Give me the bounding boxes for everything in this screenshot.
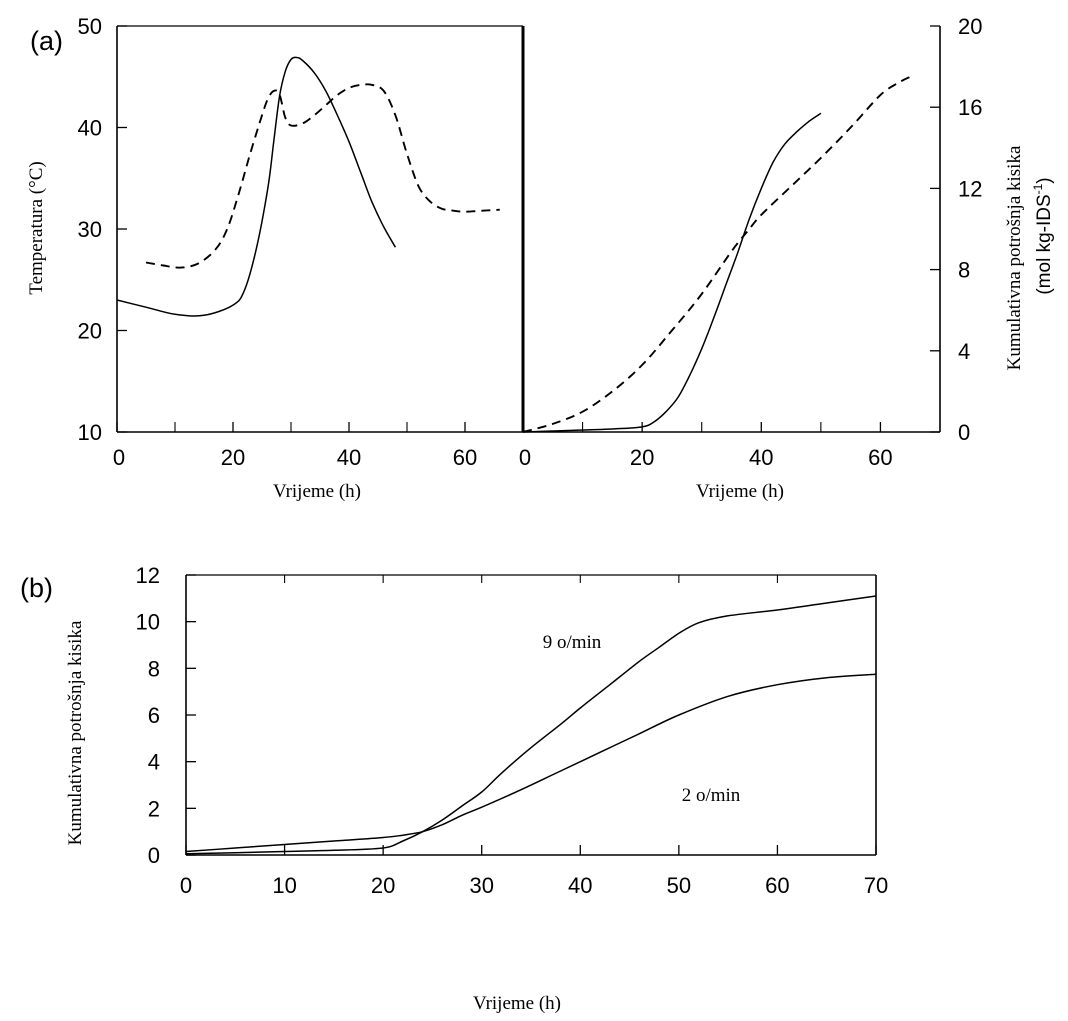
y-tick-label: 0	[958, 420, 970, 445]
ylabel-unit-main: (mol kg-IDS	[1034, 194, 1055, 294]
y-tick-label: 4	[958, 339, 970, 364]
panel-b-label: (b)	[20, 573, 53, 603]
panel-b-series	[185, 595, 877, 855]
y-tick-label: 8	[958, 258, 970, 283]
y-tick-label: 2	[148, 796, 160, 821]
x-tick-label: 0	[519, 445, 531, 470]
panel-a-left-ylabel: Temperatura (°C)	[26, 161, 47, 294]
panel-a-right-ylabel-line1: Kumulativna potrošnja kisika	[1004, 145, 1025, 370]
x-tick-label: 0	[113, 445, 125, 470]
ylabel-unit-close: )	[1034, 177, 1055, 183]
panel-b-annotation-9: 9 o/min	[543, 632, 602, 653]
y-tick-label: 12	[136, 563, 160, 588]
x-tick-label: 40	[568, 873, 592, 898]
y-tick-label: 8	[148, 656, 160, 681]
x-tick-label: 40	[337, 445, 361, 470]
panel-a-label: (a)	[30, 26, 63, 56]
series-line-a-left-solid-0	[116, 56, 397, 317]
panel-b-xlabel: Vrijeme (h)	[473, 993, 561, 1014]
y-tick-label: 10	[136, 610, 160, 635]
panel-a-right-xlabel: Vrijeme (h)	[696, 481, 784, 502]
y-tick-label: 10	[78, 420, 102, 445]
y-tick-label: 6	[148, 703, 160, 728]
panel-b-ylabel: Kumulativna potrošnja kisika	[65, 620, 86, 845]
y-tick-label: 12	[958, 176, 982, 201]
y-tick-label: 50	[78, 14, 102, 39]
x-tick-label: 20	[371, 873, 395, 898]
panel-b-plot: 0 10 20 30 40 50 60 70 0 2 4 6 8 10 12 9 o/min 2 o/min…	[65, 563, 888, 1014]
x-tick-label: 50	[667, 873, 691, 898]
y-tick-label: 16	[958, 95, 982, 120]
y-tick-label: 4	[148, 750, 160, 775]
panel-a-left-gridlines: 0 20 40 60 10 20 30 40 50	[78, 14, 525, 470]
panel-a-left-plot: 0 20 40 60 10 20 30 40 50 Vrijeme (h) Temperatur…	[26, 14, 525, 502]
x-tick-label: 60	[868, 445, 892, 470]
y-tick-label: 0	[148, 843, 160, 868]
series-line-a-left-dashed-1	[145, 83, 500, 269]
y-tick-label: 20	[78, 319, 102, 344]
panel-a-right-ticks: 0 20 40 60 0 4 8 12 16 20	[519, 14, 983, 470]
x-tick-label: 70	[864, 873, 888, 898]
x-tick-label: 40	[749, 445, 773, 470]
x-tick-label: 20	[630, 445, 654, 470]
x-tick-label: 10	[272, 873, 296, 898]
x-tick-label: 60	[453, 445, 477, 470]
series-line-a-right-dashed-1	[522, 75, 911, 433]
panel-a-left-series	[116, 56, 500, 317]
panel-a-right-plot: 0 20 40 60 0 4 8 12 16 20 Vrijeme (h) Kumulativna…	[519, 14, 1055, 502]
panel-a-left-xlabel: Vrijeme (h)	[273, 481, 361, 502]
series-line-a-right-solid-0	[522, 112, 822, 433]
panel-b-ticks: 0 10 20 30 40 50 60 70 0 2 4 6 8 10 12	[136, 563, 889, 898]
x-tick-label: 20	[221, 445, 245, 470]
ylabel-unit-superscript: -1	[1031, 183, 1045, 194]
series-line-b-2-o-min	[185, 673, 877, 853]
panel-b-annotation-2: 2 o/min	[682, 785, 741, 806]
x-tick-label: 0	[180, 873, 192, 898]
panel-a-right-series	[522, 75, 911, 433]
x-tick-label: 60	[765, 873, 789, 898]
y-tick-label: 30	[78, 217, 102, 242]
series-line-b-9-o-min	[185, 595, 877, 855]
y-tick-label: 40	[78, 116, 102, 141]
y-tick-label: 20	[958, 14, 982, 39]
panel-a-right-ylabel-line2: (mol kg-IDS-1)	[1031, 177, 1055, 294]
x-tick-label: 30	[469, 873, 493, 898]
